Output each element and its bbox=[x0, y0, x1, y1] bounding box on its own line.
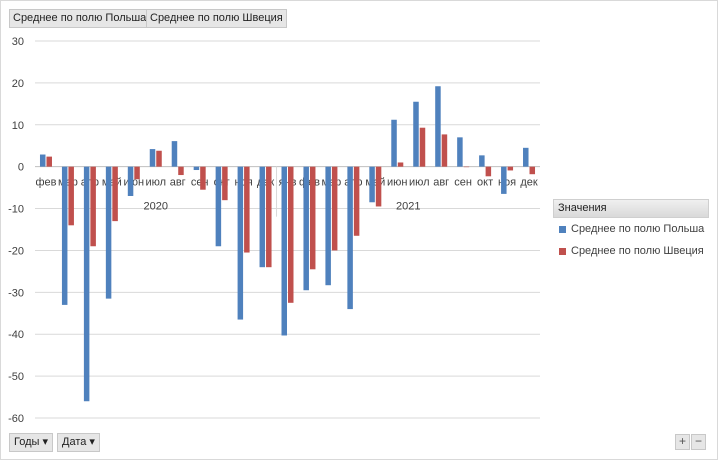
year-label: 2020 bbox=[144, 201, 168, 213]
legend: Значения Среднее по полю Польша Среднее … bbox=[553, 199, 709, 262]
legend-swatch bbox=[559, 247, 566, 255]
x-tick-label: фев bbox=[299, 177, 320, 189]
x-tick-label: июн bbox=[124, 177, 144, 189]
x-tick-label: янв bbox=[279, 177, 297, 189]
years-filter-button[interactable]: Годы ▾ bbox=[9, 433, 54, 452]
bar-sweden bbox=[485, 166, 492, 177]
x-tick-label: фев bbox=[35, 177, 56, 189]
bar-poland bbox=[501, 166, 507, 194]
bar-poland bbox=[171, 141, 178, 167]
y-tick-label: -60 bbox=[8, 413, 24, 425]
bar-poland bbox=[149, 149, 156, 167]
x-tick-label: апр bbox=[81, 177, 99, 189]
bar-poland bbox=[457, 137, 463, 167]
legend-item-poland: Среднее по полю Польша bbox=[553, 218, 709, 240]
legend-label: Среднее по полю Польша bbox=[571, 223, 705, 235]
bar-poland bbox=[105, 166, 112, 299]
legend-title: Значения bbox=[553, 199, 709, 218]
x-tick-label: дек bbox=[520, 177, 538, 189]
bar-poland bbox=[523, 147, 529, 167]
bar-sweden bbox=[353, 166, 360, 236]
bar-sweden bbox=[266, 166, 272, 268]
bar-sweden bbox=[244, 166, 250, 253]
bar-sweden bbox=[309, 166, 316, 270]
field-button-sweden[interactable]: Среднее по полю Швеция bbox=[146, 9, 287, 28]
bar-sweden bbox=[178, 166, 184, 176]
x-tick-label: сен bbox=[454, 177, 472, 189]
bar-sweden bbox=[375, 166, 382, 207]
x-tick-label: ноя bbox=[235, 177, 253, 189]
x-tick-label: июл bbox=[409, 177, 430, 189]
y-tick-label: -50 bbox=[8, 371, 24, 383]
legend-label: Среднее по полю Швеция bbox=[571, 245, 704, 257]
legend-swatch bbox=[559, 225, 566, 233]
x-tick-label: мар bbox=[322, 177, 342, 189]
x-tick-label: май bbox=[102, 177, 122, 189]
x-tick-label: авг bbox=[433, 177, 449, 189]
y-tick-label: 0 bbox=[18, 162, 24, 174]
date-filter-button[interactable]: Дата ▾ bbox=[57, 433, 100, 452]
y-tick-label: 20 bbox=[12, 78, 24, 90]
bar-sweden bbox=[112, 166, 118, 222]
bar-poland bbox=[369, 166, 375, 203]
bar-poland bbox=[347, 166, 353, 310]
bar-poland bbox=[413, 101, 419, 167]
x-tick-label: мар bbox=[58, 177, 78, 189]
x-tick-label: апр bbox=[344, 177, 362, 189]
bar-poland bbox=[259, 166, 266, 268]
x-tick-label: ноя bbox=[498, 177, 516, 189]
y-tick-label: -20 bbox=[8, 245, 24, 257]
y-tick-label: -10 bbox=[8, 204, 24, 216]
bar-poland bbox=[39, 154, 46, 167]
field-button-poland[interactable]: Среднее по полю Польша bbox=[9, 9, 151, 28]
bar-sweden bbox=[419, 127, 426, 167]
bar-sweden bbox=[222, 166, 228, 201]
bar-poland bbox=[127, 166, 134, 196]
date-label: Дата bbox=[62, 436, 87, 448]
x-tick-label: сен bbox=[191, 177, 209, 189]
bar-poland bbox=[325, 166, 331, 286]
bar-poland bbox=[83, 166, 90, 402]
bar-sweden bbox=[156, 150, 162, 167]
bar-poland bbox=[479, 155, 485, 167]
x-tick-label: дек bbox=[257, 177, 275, 189]
bar-sweden bbox=[200, 166, 206, 190]
bar-poland bbox=[435, 86, 441, 167]
bar-sweden bbox=[68, 166, 74, 226]
bar-sweden bbox=[288, 166, 294, 303]
years-label: Годы bbox=[14, 436, 40, 448]
bar-sweden bbox=[529, 166, 536, 175]
bar-poland bbox=[303, 166, 309, 291]
bar-poland bbox=[215, 166, 222, 247]
y-tick-label: 30 bbox=[12, 36, 24, 48]
x-tick-label: июл bbox=[145, 177, 166, 189]
x-tick-label: июн bbox=[387, 177, 407, 189]
y-tick-label: -30 bbox=[8, 287, 24, 299]
bar-sweden bbox=[331, 166, 338, 251]
x-tick-label: авг bbox=[170, 177, 186, 189]
y-tick-label: -40 bbox=[8, 329, 24, 341]
bar-sweden bbox=[134, 166, 140, 180]
y-tick-label: 10 bbox=[12, 120, 24, 132]
legend-item-sweden: Среднее по полю Швеция bbox=[553, 240, 709, 262]
bar-poland bbox=[193, 166, 200, 171]
bar-poland bbox=[281, 166, 287, 336]
bar-sweden bbox=[441, 134, 448, 167]
bar-poland bbox=[61, 166, 68, 305]
expand-button[interactable]: + bbox=[675, 434, 690, 450]
bar-poland bbox=[391, 119, 397, 167]
bar-sweden bbox=[90, 166, 96, 247]
bar-poland bbox=[237, 166, 244, 320]
bar-sweden bbox=[46, 156, 52, 167]
bar-sweden bbox=[463, 166, 470, 168]
x-tick-label: май bbox=[365, 177, 385, 189]
dropdown-arrow-icon: ▾ bbox=[89, 436, 95, 448]
year-label: 2021 bbox=[396, 201, 420, 213]
bar-sweden bbox=[397, 162, 404, 167]
bar-sweden bbox=[507, 166, 514, 171]
x-tick-label: окт bbox=[477, 177, 493, 189]
collapse-button[interactable]: − bbox=[691, 434, 706, 450]
dropdown-arrow-icon: ▾ bbox=[42, 436, 49, 448]
